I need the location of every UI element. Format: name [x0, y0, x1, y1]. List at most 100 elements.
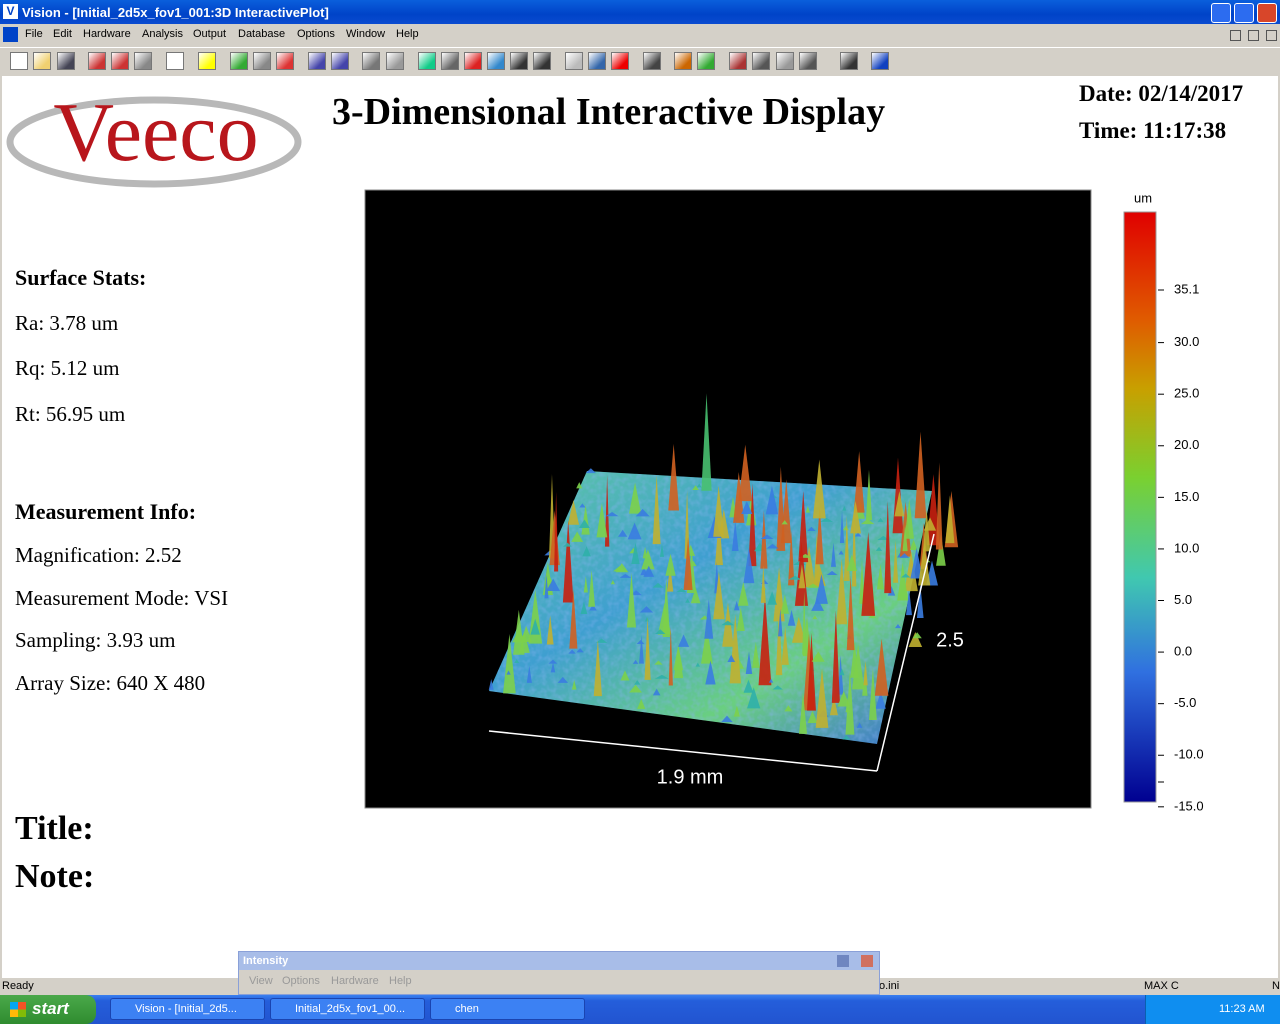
- toolbar-button[interactable]: [729, 52, 747, 70]
- toolbar-button[interactable]: [88, 52, 106, 70]
- peak: [914, 431, 927, 519]
- toolbar-button[interactable]: [487, 52, 505, 70]
- peak: [766, 543, 779, 549]
- menu-item[interactable]: Options: [297, 28, 335, 40]
- toolbar-button[interactable]: [510, 52, 528, 70]
- peak: [665, 553, 676, 576]
- toolbar-button[interactable]: [57, 52, 75, 70]
- toolbar-button[interactable]: [643, 52, 661, 70]
- menu-item[interactable]: Database: [238, 28, 286, 40]
- toolbar-button[interactable]: [198, 52, 216, 70]
- page-title: 3-Dimensional Interactive Display: [332, 91, 886, 133]
- intensity-menu-item[interactable]: Options: [282, 975, 320, 987]
- intensity-menu-item[interactable]: Hardware: [331, 975, 379, 987]
- close-button[interactable]: [1257, 3, 1277, 23]
- peak: [852, 644, 865, 690]
- taskbar-item[interactable]: chen: [430, 998, 585, 1020]
- toolbar-button[interactable]: [418, 52, 436, 70]
- toolbar-button[interactable]: [674, 52, 692, 70]
- mdi-button[interactable]: [1230, 30, 1241, 41]
- mdi-button[interactable]: [1248, 30, 1259, 41]
- toolbar-button[interactable]: [308, 52, 326, 70]
- intensity-menu-item[interactable]: Help: [389, 975, 412, 987]
- menu-item[interactable]: Window: [346, 28, 386, 40]
- peak: [837, 691, 850, 707]
- intensity-menu-item[interactable]: View: [249, 975, 273, 987]
- toolbar-button[interactable]: [10, 52, 28, 70]
- document-area: Veeco 3-Dimensional Interactive Display …: [2, 76, 1278, 978]
- toolbar-button[interactable]: [441, 52, 459, 70]
- toolbar-button[interactable]: [611, 52, 629, 70]
- menu-bar: File Edit Hardware Analysis Output Database Op…: [0, 24, 1280, 46]
- peak: [775, 605, 783, 676]
- toolbar-button[interactable]: [166, 52, 184, 70]
- app-icon: V: [3, 4, 18, 19]
- plot-3d: 1.9 mm 2.5: [364, 189, 1092, 809]
- peak: [884, 500, 892, 594]
- taskbar-item[interactable]: Vision - [Initial_2d5...: [110, 998, 265, 1020]
- peak: [595, 638, 608, 643]
- peak: [788, 530, 795, 586]
- peak: [875, 691, 886, 709]
- menu-item[interactable]: Analysis: [142, 28, 183, 40]
- peak: [659, 543, 664, 557]
- peak: [829, 696, 838, 716]
- status-file: o.ini: [879, 980, 900, 992]
- toolbar-button[interactable]: [386, 52, 404, 70]
- minimize-button[interactable]: [1211, 3, 1231, 23]
- toolbar-button[interactable]: [33, 52, 51, 70]
- toolbar-button[interactable]: [134, 52, 152, 70]
- menu-item[interactable]: File: [25, 28, 43, 40]
- start-logo: [10, 1002, 26, 1017]
- peak: [632, 659, 639, 664]
- toolbar-button[interactable]: [331, 52, 349, 70]
- toolbar-button[interactable]: [253, 52, 271, 70]
- peak: [836, 558, 848, 625]
- toolbar-button[interactable]: [871, 52, 889, 70]
- start-label: start: [32, 999, 69, 1018]
- toolbar-button[interactable]: [464, 52, 482, 70]
- peak: [678, 634, 690, 647]
- peak: [780, 479, 792, 544]
- menu-item[interactable]: Edit: [53, 28, 72, 40]
- intensity-restore[interactable]: [837, 955, 849, 967]
- toolbar-button[interactable]: [276, 52, 294, 70]
- menu-item[interactable]: Hardware: [83, 28, 131, 40]
- toolbar-button[interactable]: [840, 52, 858, 70]
- logo-text: Veeco: [53, 86, 258, 179]
- toolbar-button[interactable]: [565, 52, 583, 70]
- intensity-close[interactable]: [861, 955, 873, 967]
- peak: [652, 474, 661, 545]
- peak: [876, 564, 885, 590]
- peak: [548, 659, 558, 664]
- peak: [619, 573, 632, 578]
- restore-button[interactable]: [1234, 3, 1254, 23]
- info-item: Array Size: 640 X 480: [15, 670, 206, 695]
- stats-heading: Surface Stats:: [15, 265, 147, 290]
- colorbar-tick-label: 5.0: [1174, 592, 1192, 607]
- toolbar-button[interactable]: [697, 52, 715, 70]
- peak: [654, 660, 663, 665]
- toolbar-button[interactable]: [533, 52, 551, 70]
- peak: [846, 575, 855, 651]
- taskbar-item[interactable]: Initial_2d5x_fov1_00...: [270, 998, 425, 1020]
- toolbar-button[interactable]: [588, 52, 606, 70]
- menu-item[interactable]: Output: [193, 28, 227, 40]
- toolbar-button[interactable]: [362, 52, 380, 70]
- toolbar-button[interactable]: [799, 52, 817, 70]
- peak: [585, 468, 597, 474]
- start-button[interactable]: start: [0, 995, 96, 1024]
- menu-item[interactable]: Help: [396, 28, 419, 40]
- toolbar-button[interactable]: [111, 52, 129, 70]
- peak: [596, 503, 608, 538]
- toolbar-button[interactable]: [752, 52, 770, 70]
- toolbar-button[interactable]: [776, 52, 794, 70]
- colorbar-tick-label: 10.0: [1174, 540, 1199, 555]
- peak: [580, 601, 588, 614]
- colorbar-tick-label: 25.0: [1174, 386, 1199, 401]
- toolbar-button[interactable]: [230, 52, 248, 70]
- info-item: Magnification: 2.52: [15, 543, 182, 567]
- colorbar-tick-label: 15.0: [1174, 489, 1199, 504]
- peak: [738, 581, 749, 606]
- mdi-button[interactable]: [1266, 30, 1277, 41]
